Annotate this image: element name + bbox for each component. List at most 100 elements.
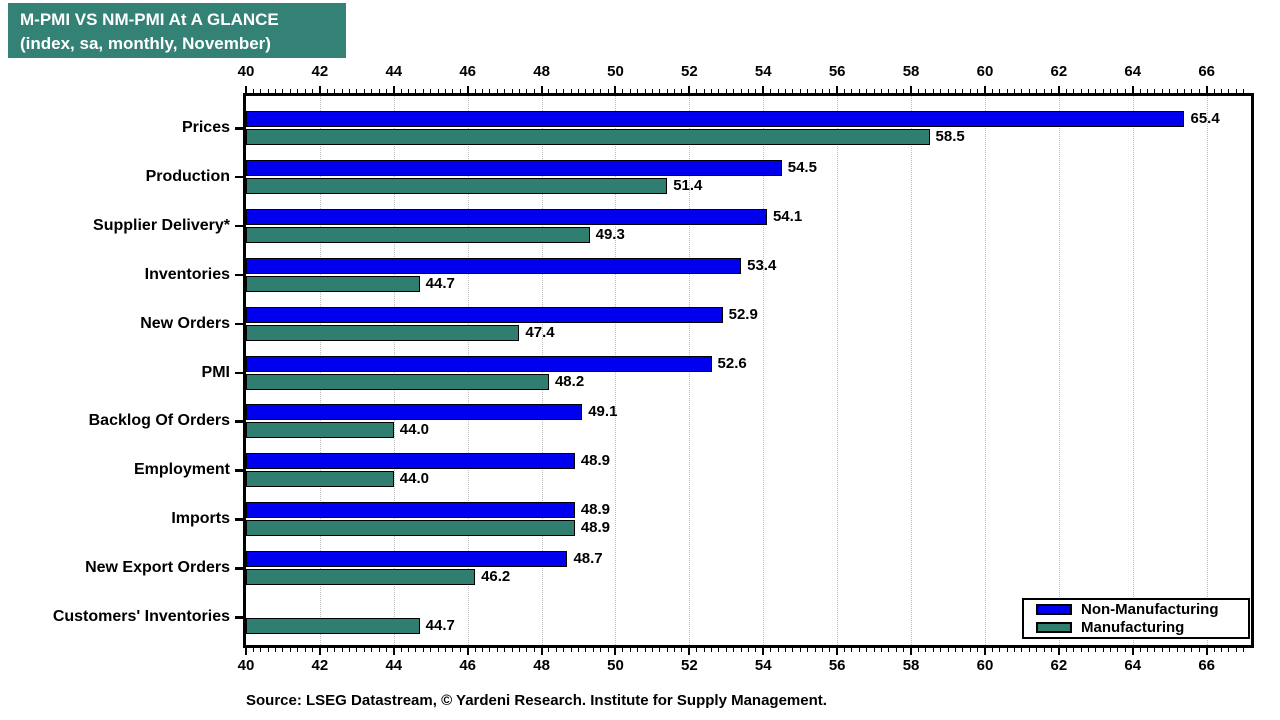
- category-label: Prices: [181, 119, 230, 136]
- category-label: Imports: [171, 510, 230, 528]
- axis-minor-tick: [1235, 89, 1237, 93]
- bar-manufacturing: [246, 324, 520, 341]
- axis-minor-tick: [289, 648, 291, 652]
- axis-minor-tick: [851, 648, 853, 652]
- axis-minor-tick: [578, 648, 580, 652]
- axis-minor-tick: [866, 648, 868, 652]
- axis-minor-tick: [1102, 648, 1104, 652]
- bar-manufacturing: [246, 471, 394, 488]
- axis-minor-tick: [563, 648, 565, 652]
- axis-minor-tick: [777, 648, 779, 652]
- axis-minor-tick: [748, 89, 749, 93]
- axis-minor-tick: [1006, 89, 1008, 93]
- axis-minor-tick: [851, 89, 853, 93]
- axis-major-tick: [614, 648, 617, 655]
- axis-minor-tick: [947, 89, 949, 93]
- axis-minor-tick: [252, 648, 254, 652]
- axis-minor-tick: [977, 648, 979, 652]
- axis-minor-tick: [1080, 89, 1082, 93]
- axis-minor-tick: [592, 89, 594, 93]
- axis-minor-tick: [496, 89, 498, 93]
- axis-minor-tick: [1154, 648, 1156, 652]
- axis-minor-tick: [341, 89, 343, 93]
- axis-minor-tick: [1006, 648, 1008, 652]
- axis-minor-tick: [932, 648, 934, 652]
- category-label: Backlog Of Orders: [88, 412, 230, 430]
- bar-value-label: 48.2: [554, 372, 585, 390]
- bar-manufacturing: [246, 177, 668, 194]
- axis-minor-tick: [711, 648, 713, 652]
- axis-minor-tick: [348, 89, 350, 93]
- category-axis-tick: [235, 420, 243, 423]
- axis-minor-tick: [437, 89, 439, 93]
- axis-minor-tick: [1087, 89, 1089, 93]
- axis-minor-tick: [962, 89, 964, 93]
- axis-minor-tick: [792, 648, 794, 652]
- axis-minor-tick: [481, 648, 483, 652]
- axis-minor-tick: [1220, 648, 1222, 652]
- axis-minor-tick: [644, 648, 646, 652]
- category-axis-tick: [235, 322, 243, 326]
- axis-minor-tick: [578, 89, 580, 93]
- axis-minor-tick: [666, 89, 668, 93]
- axis-minor-tick: [1073, 89, 1075, 93]
- bar-value-label: 54.5: [787, 158, 817, 176]
- legend: Non-Manufacturing Manufacturing: [1022, 598, 1250, 639]
- bar-non-manufacturing: [246, 257, 742, 274]
- axis-minor-tick: [1117, 648, 1119, 652]
- axis-minor-tick: [533, 648, 535, 652]
- axis-minor-tick: [829, 648, 831, 652]
- axis-minor-tick: [459, 648, 461, 652]
- bar-value-label: 48.9: [580, 501, 611, 519]
- axis-minor-tick: [297, 648, 299, 652]
- axis-minor-tick: [607, 648, 609, 652]
- axis-major-tick: [1131, 648, 1134, 655]
- axis-minor-tick: [1191, 648, 1193, 652]
- axis-tick-label: 46: [459, 63, 477, 80]
- axis-minor-tick: [1147, 89, 1149, 93]
- axis-minor-tick: [917, 648, 919, 652]
- axis-minor-tick: [1043, 89, 1045, 93]
- bottom-x-axis: 40 42 44 46 48 50 52 54 56 58 60 62 64 66: [238, 648, 1251, 682]
- axis-minor-tick: [858, 648, 860, 652]
- axis-minor-tick: [1050, 89, 1052, 93]
- axis-minor-tick: [903, 648, 905, 652]
- axis-minor-tick: [733, 648, 735, 652]
- bar-value-label: 47.4: [525, 323, 555, 341]
- axis-minor-tick: [304, 648, 306, 652]
- plot-inner: Non-Manufacturing Manufacturing 65.4 58.5 5…: [246, 96, 1251, 645]
- axis-minor-tick: [371, 89, 373, 93]
- axis-minor-tick: [1043, 648, 1045, 652]
- bar-manufacturing: [246, 226, 590, 243]
- axis-tick-label: 44: [385, 657, 403, 674]
- category-label: Production: [145, 167, 230, 185]
- axis-tick-label: 60: [976, 63, 994, 80]
- axis-minor-tick: [385, 648, 387, 652]
- grid-line: [1206, 96, 1208, 645]
- axis-minor-tick: [1191, 89, 1193, 93]
- axis-minor-tick: [784, 648, 786, 652]
- bar-non-manufacturing: [246, 355, 712, 372]
- category-label: Supplier Delivery*: [93, 216, 230, 234]
- legend-label: Manufacturing: [1081, 618, 1185, 636]
- axis-minor-tick: [1087, 648, 1089, 652]
- axis-minor-tick: [1154, 89, 1156, 93]
- axis-minor-tick: [651, 648, 653, 652]
- axis-minor-tick: [1220, 89, 1222, 93]
- axis-minor-tick: [267, 89, 269, 93]
- axis-minor-tick: [1243, 648, 1245, 652]
- axis-minor-tick: [378, 648, 380, 652]
- axis-minor-tick: [297, 89, 299, 93]
- axis-minor-tick: [445, 89, 447, 93]
- legend-item: Non-Manufacturing: [1024, 601, 1248, 619]
- axis-minor-tick: [408, 648, 410, 652]
- axis-tick-label: 60: [976, 657, 994, 674]
- axis-minor-tick: [570, 648, 572, 652]
- plot-area: Non-Manufacturing Manufacturing 65.4 58.5 5…: [243, 93, 1254, 648]
- axis-major-tick: [762, 648, 765, 655]
- axis-minor-tick: [415, 89, 417, 93]
- grid-line: [763, 96, 765, 645]
- grid-line: [837, 96, 839, 645]
- axis-minor-tick: [991, 648, 993, 652]
- axis-tick-label: 44: [385, 63, 403, 80]
